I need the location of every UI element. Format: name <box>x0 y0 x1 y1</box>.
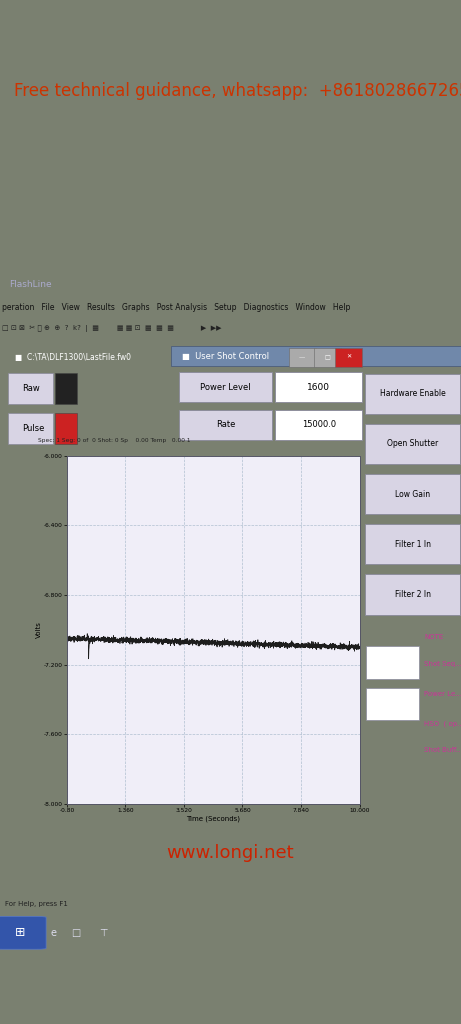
FancyBboxPatch shape <box>336 348 362 367</box>
Text: NOTE: NOTE <box>424 634 443 640</box>
Text: Open Shutter: Open Shutter <box>387 439 438 449</box>
Y-axis label: Volts: Volts <box>36 622 42 638</box>
Text: Low Gain: Low Gain <box>395 489 430 499</box>
FancyBboxPatch shape <box>275 410 362 440</box>
Text: □: □ <box>324 355 330 359</box>
FancyBboxPatch shape <box>0 916 46 949</box>
Text: 15000.0: 15000.0 <box>301 420 336 429</box>
FancyBboxPatch shape <box>365 524 460 564</box>
FancyBboxPatch shape <box>365 574 460 614</box>
Text: Free technical guidance, whatsapp:  +8618028667265: Free technical guidance, whatsapp: +8618… <box>14 83 461 100</box>
FancyBboxPatch shape <box>314 348 341 367</box>
Text: Filter 1 In: Filter 1 In <box>395 540 431 549</box>
Text: Raw: Raw <box>22 384 40 393</box>
FancyBboxPatch shape <box>55 413 77 444</box>
Text: www.longi.net: www.longi.net <box>167 844 294 862</box>
X-axis label: Time (Seconds): Time (Seconds) <box>186 816 240 822</box>
FancyBboxPatch shape <box>289 348 316 367</box>
Text: □ ⊡ ⊠  ✂ ⧉ ⊕  ⊕  ?  k?  |  ▦        ▦ ▦ ⊡  ▦  ▦  ▦            ▶  ▶▶: □ ⊡ ⊠ ✂ ⧉ ⊕ ⊕ ? k? | ▦ ▦ ▦ ⊡ ▦ ▦ ▦ ▶ ▶▶ <box>2 326 222 332</box>
Text: ⊤: ⊤ <box>100 928 108 938</box>
Text: □: □ <box>71 928 81 938</box>
Bar <box>171 346 461 367</box>
Text: ■  User Shot Control: ■ User Shot Control <box>182 351 269 360</box>
FancyBboxPatch shape <box>179 410 272 440</box>
Text: Power Level: Power Level <box>201 383 251 392</box>
Text: Filter 2 In: Filter 2 In <box>395 590 431 599</box>
Text: —: — <box>299 355 305 359</box>
Text: ✕: ✕ <box>346 355 351 359</box>
FancyBboxPatch shape <box>179 373 272 402</box>
Bar <box>366 646 420 679</box>
FancyBboxPatch shape <box>365 424 460 464</box>
FancyBboxPatch shape <box>8 373 53 403</box>
Text: Rate: Rate <box>216 420 236 429</box>
Text: Spec: 1 Seg: 0 of  0 Shot: 0 Sp    0.00 Temp   0.00 1: Spec: 1 Seg: 0 of 0 Shot: 0 Sp 0.00 Temp… <box>38 438 190 443</box>
Text: ⊞: ⊞ <box>15 927 25 939</box>
FancyBboxPatch shape <box>365 474 460 514</box>
Text: Hardware Enable: Hardware Enable <box>380 389 445 398</box>
FancyBboxPatch shape <box>275 373 362 402</box>
FancyBboxPatch shape <box>8 413 53 444</box>
FancyBboxPatch shape <box>365 374 460 414</box>
Text: Pulse: Pulse <box>22 424 44 433</box>
Text: Shot Seq...: Shot Seq... <box>424 662 461 667</box>
Text: Shot Buff...: Shot Buff... <box>424 748 461 754</box>
Text: For Help, press F1: For Help, press F1 <box>5 901 67 907</box>
Text: 1600: 1600 <box>307 383 330 392</box>
Text: peration   File   View   Results   Graphs   Post Analysis   Setup   Diagnostics : peration File View Results Graphs Post A… <box>2 303 351 311</box>
Text: Power Le...: Power Le... <box>424 691 461 696</box>
Text: FlashLine: FlashLine <box>9 280 52 289</box>
Text: ■  C:\TA\DLF1300\LastFile.fw0: ■ C:\TA\DLF1300\LastFile.fw0 <box>15 353 131 361</box>
Text: e: e <box>50 928 56 938</box>
FancyBboxPatch shape <box>55 373 77 403</box>
Text: HSO  ( op...: HSO ( op... <box>424 720 461 727</box>
Bar <box>366 688 420 721</box>
